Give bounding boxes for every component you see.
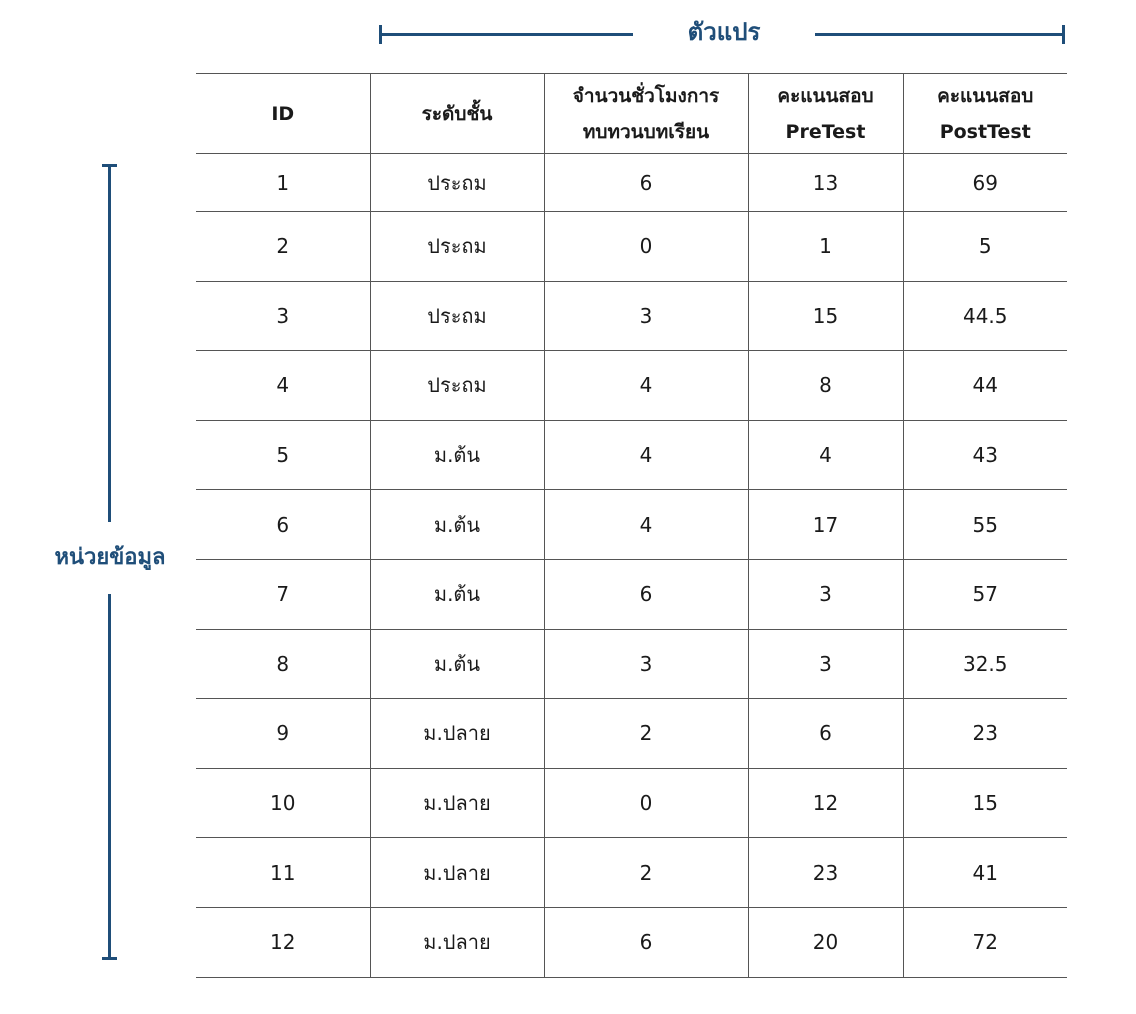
cell-review-hours: 3 (543, 629, 748, 699)
cell-grade-level: ประถม (369, 281, 544, 351)
variables-label: ตัวแปร (687, 18, 761, 46)
header-review-hours: จำนวนชั่วโมงการทบทวนบทเรียน (543, 73, 748, 154)
cell-id: 8 (276, 651, 290, 676)
data-table: ID ระดับชั้น จำนวนชั่วโมงการ ทบทวนบทเรียน คะ… (196, 73, 1067, 978)
cell-grade-level: ม.ต้น (369, 629, 544, 699)
cell-review-hours: 0 (543, 211, 748, 282)
cell-pretest-score: 8 (747, 350, 903, 421)
cell-posttest-score: 43 (902, 420, 1067, 490)
header-id: ID (196, 74, 370, 154)
cell-review-hours: 0 (543, 768, 748, 838)
cell-id: 7 (276, 582, 290, 607)
cell-review-hours: 2 (543, 698, 748, 769)
cell-posttest-score: 55 (902, 489, 1067, 560)
table-row: 2 ประถม 0 1 5 (196, 211, 1067, 282)
cell-review-hours: 6 (543, 153, 748, 212)
cell-grade-level: ประถม (369, 153, 544, 212)
cell-posttest-score: 23 (902, 698, 1067, 769)
cell-posttest-score: 32.5 (902, 629, 1067, 699)
table-row: 12 ม.ปลาย 6 20 72 (196, 907, 1067, 978)
table-row: 5 ม.ต้น 4 4 43 (196, 420, 1067, 490)
cell-id: 1 (276, 170, 290, 195)
units-bracket-bottom-cap (102, 957, 117, 960)
header-posttest-score-line: PostTest (939, 120, 1031, 143)
cell-pretest-score: 15 (747, 281, 903, 351)
cell-posttest-score: 72 (902, 907, 1067, 978)
cell-pretest-score: 20 (747, 907, 903, 978)
cell-id: 6 (276, 512, 290, 537)
table-row: 9 ม.ปลาย 2 6 23 (196, 698, 1067, 769)
header-pretest-score-line: PreTest (785, 120, 866, 143)
table-header: ID ระดับชั้น จำนวนชั่วโมงการ ทบทวนบทเรียน คะ… (196, 73, 1067, 154)
cell-id: 3 (276, 303, 290, 328)
cell-pretest-score: 13 (747, 153, 903, 212)
cell-review-hours: 6 (543, 907, 748, 978)
cell-grade-level: ม.ปลาย (369, 768, 544, 838)
variables-bracket-left-line (381, 33, 633, 36)
cell-pretest-score: 1 (747, 211, 903, 282)
cell-pretest-score: 6 (747, 698, 903, 769)
units-bracket-bottom-line (108, 594, 111, 960)
header-grade-level-line: ระดับชั้น (421, 102, 493, 125)
cell-pretest-score: 23 (747, 837, 903, 908)
cell-grade-level: ม.ปลาย (369, 837, 544, 908)
cell-grade-level: ม.ปลาย (369, 698, 544, 769)
header-review-hours-line: จำนวนชั่วโมงการ (572, 84, 720, 107)
cell-id: 10 (270, 791, 296, 816)
header-posttest-score-line: คะแนนสอบ (937, 84, 1034, 107)
cell-review-hours: 6 (543, 559, 748, 630)
cell-grade-level: ม.ต้น (369, 559, 544, 630)
cell-id: 4 (276, 373, 290, 398)
table-row: 4 ประถม 4 8 44 (196, 350, 1067, 421)
cell-pretest-score: 4 (747, 420, 903, 490)
cell-grade-level: ม.ปลาย (369, 907, 544, 978)
table-row: 3 ประถม 3 15 44.5 (196, 281, 1067, 351)
variables-bracket-right-line (815, 33, 1065, 36)
cell-review-hours: 4 (543, 489, 748, 560)
header-posttest-score: คะแนนสอบ PostTest (902, 73, 1067, 154)
cell-id: 12 (270, 930, 296, 955)
cell-grade-level: ม.ต้น (369, 420, 544, 490)
cell-id: 2 (276, 234, 290, 259)
cell-posttest-score: 57 (902, 559, 1067, 630)
cell-review-hours: 4 (543, 420, 748, 490)
cell-posttest-score: 41 (902, 837, 1067, 908)
header-grade-level: ระดับชั้น (369, 73, 544, 154)
units-bracket-top-line (108, 165, 111, 522)
table-row: 11 ม.ปลาย 2 23 41 (196, 837, 1067, 908)
cell-id: 9 (276, 721, 290, 746)
cell-posttest-score: 44.5 (902, 281, 1067, 351)
units-label: หน่วยข้อมูล (54, 545, 166, 570)
header-pretest-score-line: คะแนนสอบ (777, 84, 874, 107)
table-row: 7 ม.ต้น 6 3 57 (196, 559, 1067, 630)
cell-grade-level: ม.ต้น (369, 489, 544, 560)
cell-pretest-score: 3 (747, 559, 903, 630)
cell-posttest-score: 69 (902, 153, 1067, 212)
header-id-line: ID (271, 102, 295, 125)
cell-review-hours: 2 (543, 837, 748, 908)
variables-bracket-right-cap (1062, 25, 1065, 44)
cell-pretest-score: 12 (747, 768, 903, 838)
cell-pretest-score: 3 (747, 629, 903, 699)
variables-bracket-left-cap (379, 25, 382, 44)
header-row: ID ระดับชั้น จำนวนชั่วโมงการ ทบทวนบทเรียน คะ… (196, 73, 1067, 154)
cell-posttest-score: 15 (902, 768, 1067, 838)
table-row: 1 ประถม 6 13 69 (196, 153, 1067, 212)
cell-grade-level: ประถม (369, 350, 544, 421)
cell-review-hours: 4 (543, 350, 748, 421)
cell-id: 5 (276, 443, 290, 468)
table-row: 6 ม.ต้น 4 17 55 (196, 489, 1067, 560)
cell-pretest-score: 17 (747, 489, 903, 560)
cell-posttest-score: 44 (902, 350, 1067, 421)
header-pretest-score: คะแนนสอบ PreTest (747, 73, 903, 154)
table-row: 8 ม.ต้น 3 3 32.5 (196, 629, 1067, 699)
cell-posttest-score: 5 (902, 211, 1067, 282)
header-review-hours-line: ทบทวนบทเรียน (582, 120, 710, 143)
table-row: 10 ม.ปลาย 0 12 15 (196, 768, 1067, 838)
cell-id: 11 (270, 860, 296, 885)
table-body: 1 ประถม 6 13 69 2 ประถม 0 1 5 3 ประถม 3 15 44.5 4 ประถม 4… (196, 153, 1067, 978)
cell-grade-level: ประถม (369, 211, 544, 282)
cell-review-hours: 3 (543, 281, 748, 351)
